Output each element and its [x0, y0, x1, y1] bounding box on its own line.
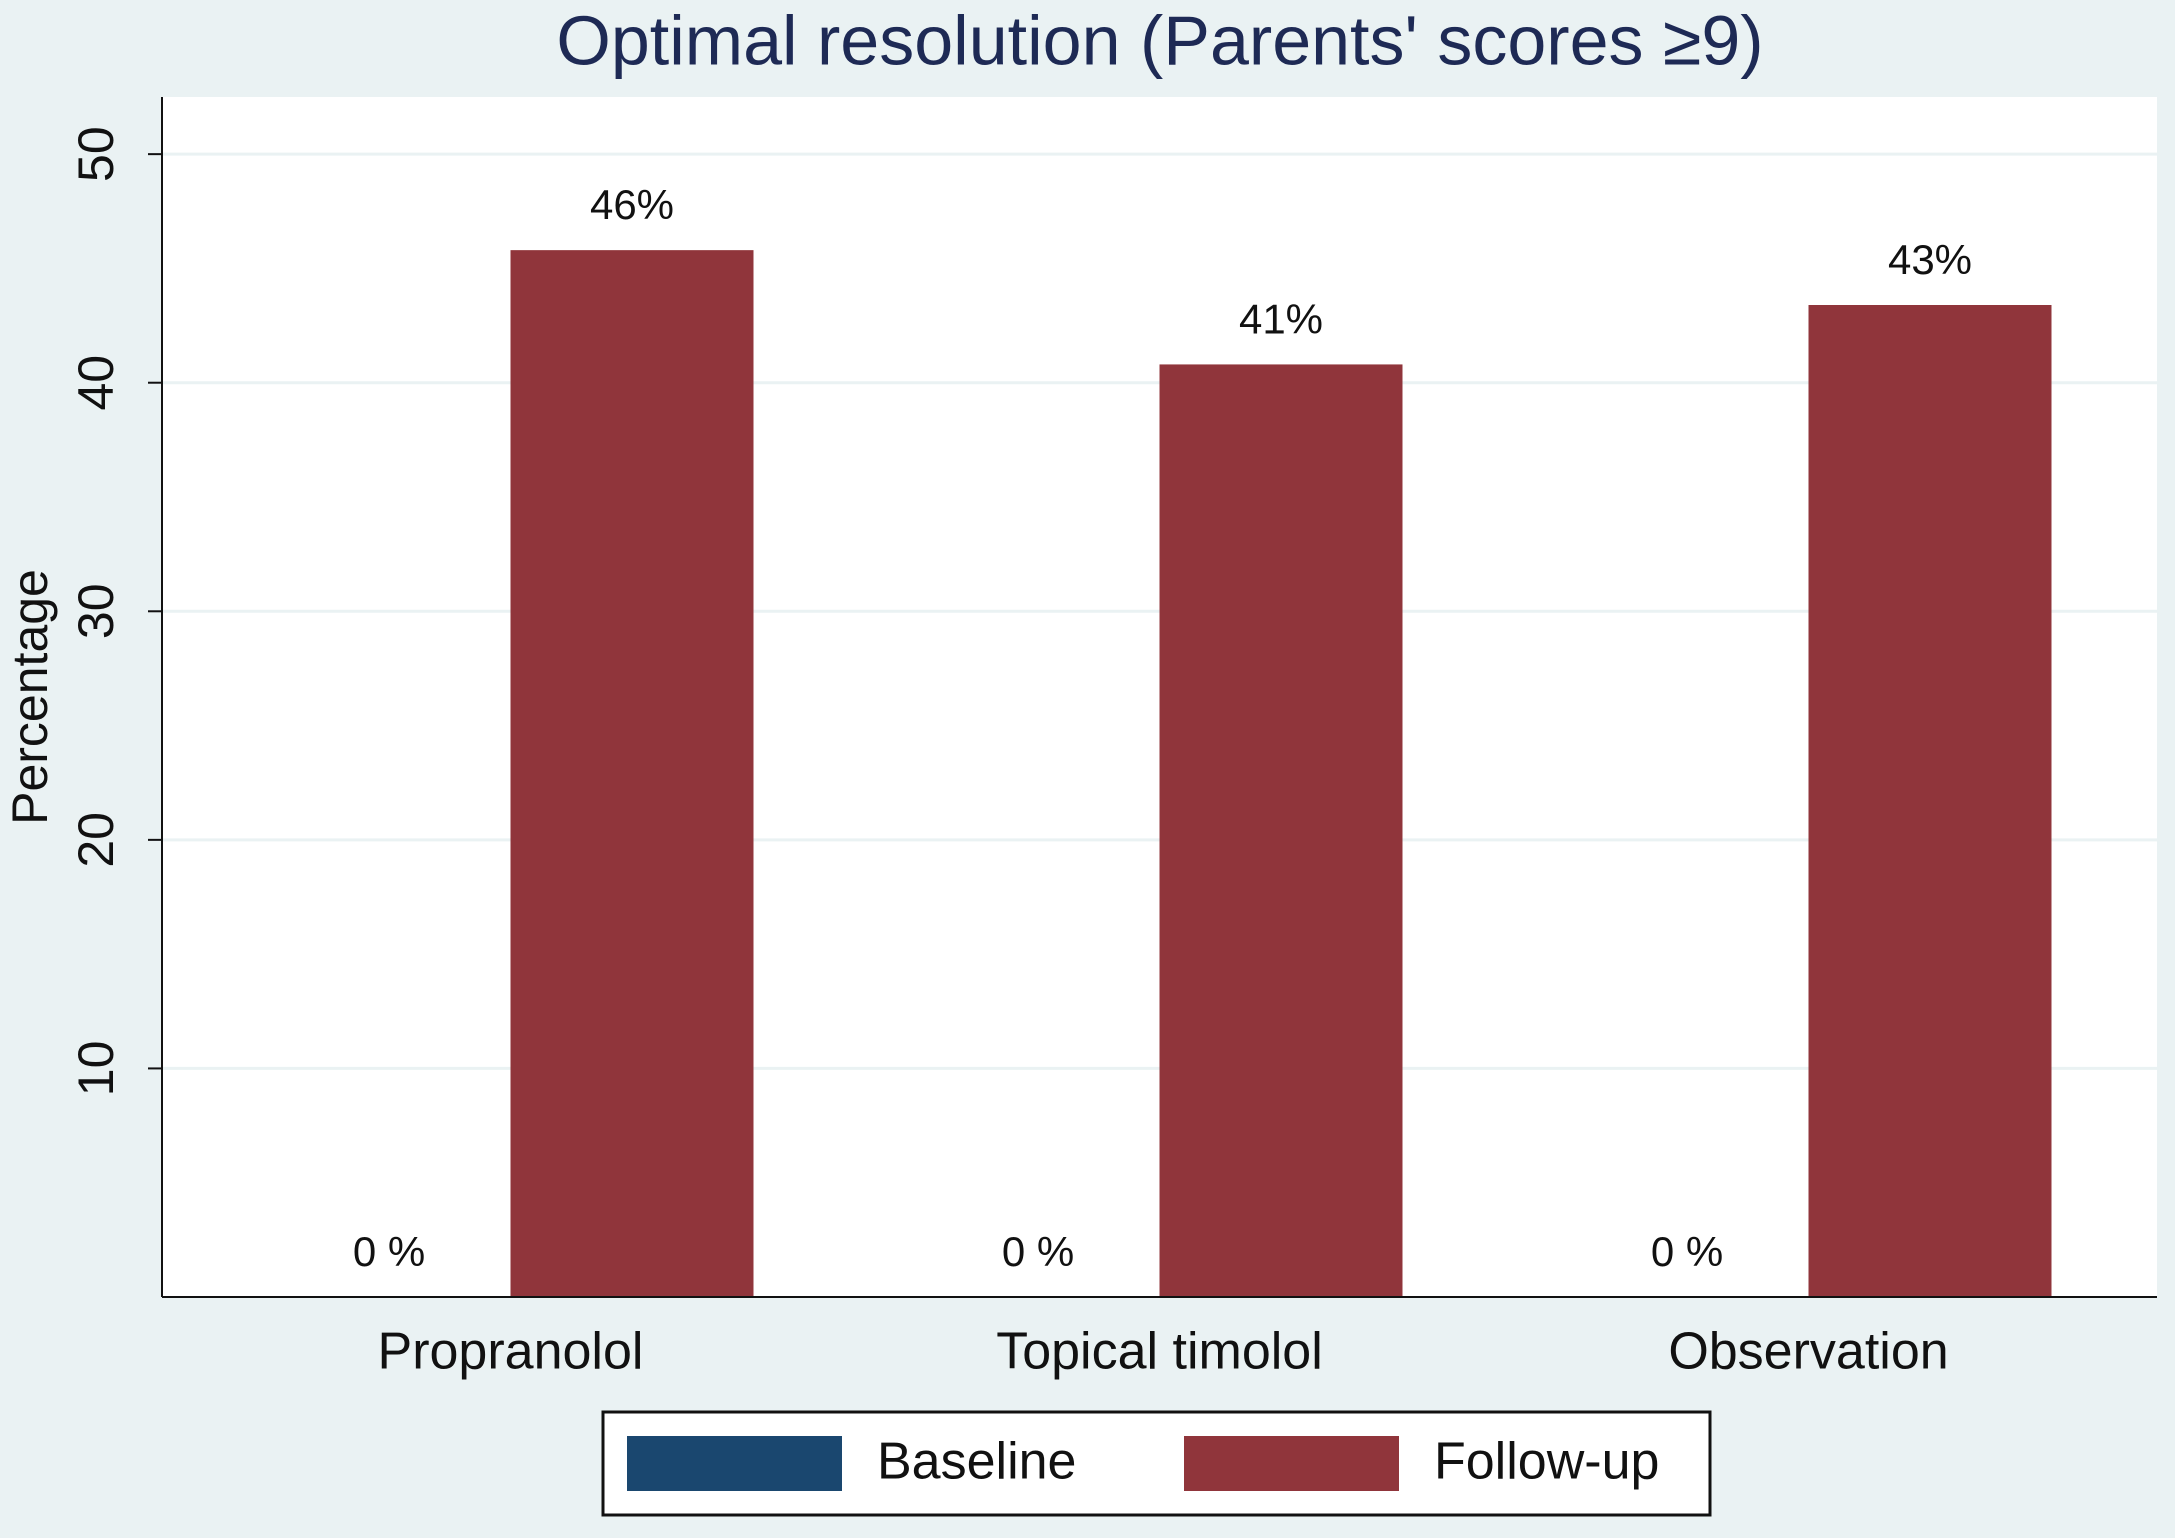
legend-swatch — [627, 1436, 842, 1491]
value-label: 0 % — [1002, 1228, 1074, 1275]
value-label: 43% — [1888, 236, 1972, 283]
chart-title: Optimal resolution (Parents' scores ≥9) — [556, 1, 1763, 79]
y-tick-label: 10 — [68, 1041, 124, 1097]
value-label: 0 % — [1651, 1228, 1723, 1275]
bar — [1808, 305, 2052, 1297]
legend-box — [601, 1410, 1712, 1517]
value-label: 0 % — [353, 1228, 425, 1275]
y-tick-label: 30 — [68, 583, 124, 639]
y-tick-label: 20 — [68, 812, 124, 868]
y-axis-title: Percentage — [2, 569, 58, 825]
y-tick-label: 50 — [68, 126, 124, 182]
x-tick-label: Propranolol — [378, 1323, 644, 1381]
legend-label: Follow-up — [1434, 1433, 1659, 1491]
bar — [510, 250, 754, 1298]
x-tick-label: Topical timolol — [996, 1323, 1323, 1381]
value-label: 46% — [590, 181, 674, 228]
legend-label: Baseline — [877, 1433, 1076, 1491]
x-tick-label: Observation — [1668, 1323, 1948, 1381]
bar — [1159, 364, 1403, 1297]
value-label: 41% — [1239, 296, 1323, 343]
legend-swatch — [1184, 1436, 1399, 1491]
y-tick-label: 40 — [68, 355, 124, 411]
